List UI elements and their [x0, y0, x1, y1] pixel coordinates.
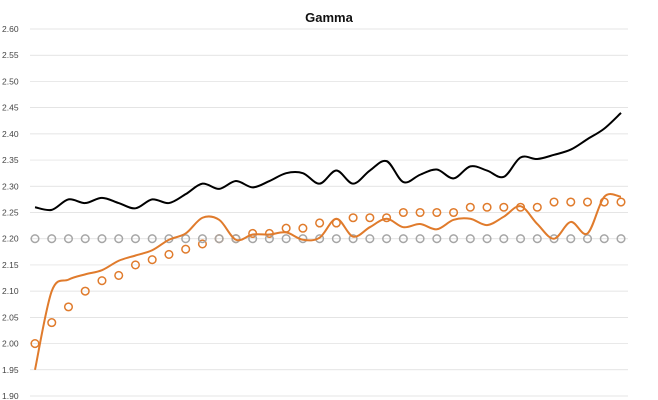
- data-point: [515, 234, 526, 244]
- data-point: [197, 239, 207, 249]
- data-point: [298, 223, 308, 233]
- y-tick-label: 2.05: [2, 312, 19, 322]
- data-point: [80, 286, 90, 296]
- y-tick-label: 2.00: [2, 339, 19, 349]
- data-point: [63, 234, 74, 244]
- data-point: [398, 207, 408, 218]
- data-point: [197, 234, 207, 244]
- data-point: [415, 207, 425, 218]
- data-point: [80, 234, 90, 244]
- data-point: [181, 234, 191, 244]
- y-tick-label: 2.30: [2, 181, 19, 191]
- y-tick-label: 2.25: [2, 208, 19, 218]
- data-point: [616, 197, 626, 207]
- data-point: [582, 234, 593, 244]
- data-point: [164, 249, 174, 259]
- data-point: [566, 197, 576, 207]
- data-point: [482, 234, 492, 244]
- y-tick-label: 2.40: [2, 129, 19, 139]
- y-tick-label: 2.60: [2, 24, 19, 34]
- data-point: [549, 197, 559, 207]
- y-tick-label: 2.20: [2, 234, 19, 244]
- data-point: [281, 223, 291, 233]
- marker-series-2: [30, 197, 626, 349]
- data-point: [47, 234, 57, 244]
- y-tick-label: 2.10: [2, 286, 19, 296]
- data-point: [30, 234, 40, 244]
- data-point: [97, 276, 107, 286]
- data-point: [281, 234, 291, 244]
- y-tick-label: 2.50: [2, 76, 19, 86]
- data-point: [365, 213, 375, 223]
- data-point: [130, 260, 141, 270]
- data-point: [432, 234, 442, 244]
- data-point: [30, 339, 40, 349]
- data-point: [147, 234, 157, 244]
- series-line-0: [34, 112, 622, 212]
- data-point: [449, 234, 459, 244]
- data-point: [566, 234, 576, 244]
- data-point: [114, 234, 124, 244]
- marker-series-3: [30, 234, 626, 244]
- data-point: [382, 213, 392, 223]
- data-point: [599, 234, 609, 244]
- data-point: [231, 234, 241, 244]
- plot-area: [30, 112, 626, 370]
- data-point: [499, 234, 509, 244]
- y-axis-tick-labels: 2.60 2.55 2.50 2.45 2.40 2.35 2.30 2.25 2.20 2.15…: [2, 24, 19, 400]
- data-point: [348, 213, 358, 223]
- data-point: [616, 234, 626, 244]
- grid-lines: [30, 28, 628, 397]
- y-tick-label: 2.55: [2, 50, 19, 60]
- data-point: [63, 302, 74, 312]
- data-point: [532, 202, 542, 212]
- data-point: [465, 234, 475, 244]
- data-point: [331, 234, 341, 244]
- data-point: [582, 197, 593, 207]
- data-point: [415, 234, 425, 244]
- data-point: [465, 202, 475, 212]
- series-line-1: [34, 193, 622, 370]
- data-point: [482, 202, 492, 212]
- data-point: [214, 234, 224, 244]
- y-tick-label: 2.35: [2, 155, 19, 165]
- y-tick-label: 1.90: [2, 391, 19, 400]
- data-point: [97, 234, 107, 244]
- data-point: [47, 318, 57, 328]
- y-tick-label: 2.45: [2, 103, 19, 113]
- data-point: [147, 255, 157, 265]
- chart-title: Gamma: [305, 10, 353, 25]
- data-point: [348, 234, 358, 244]
- y-tick-label: 2.15: [2, 260, 19, 270]
- data-point: [432, 207, 442, 218]
- data-point: [449, 207, 459, 218]
- y-tick-label: 1.95: [2, 365, 19, 375]
- data-point: [398, 234, 408, 244]
- data-point: [181, 244, 191, 254]
- data-point: [382, 234, 392, 244]
- data-point: [499, 202, 509, 212]
- data-point: [315, 218, 325, 228]
- data-point: [532, 234, 542, 244]
- data-point: [365, 234, 375, 244]
- data-point: [114, 270, 124, 280]
- data-point: [130, 234, 141, 244]
